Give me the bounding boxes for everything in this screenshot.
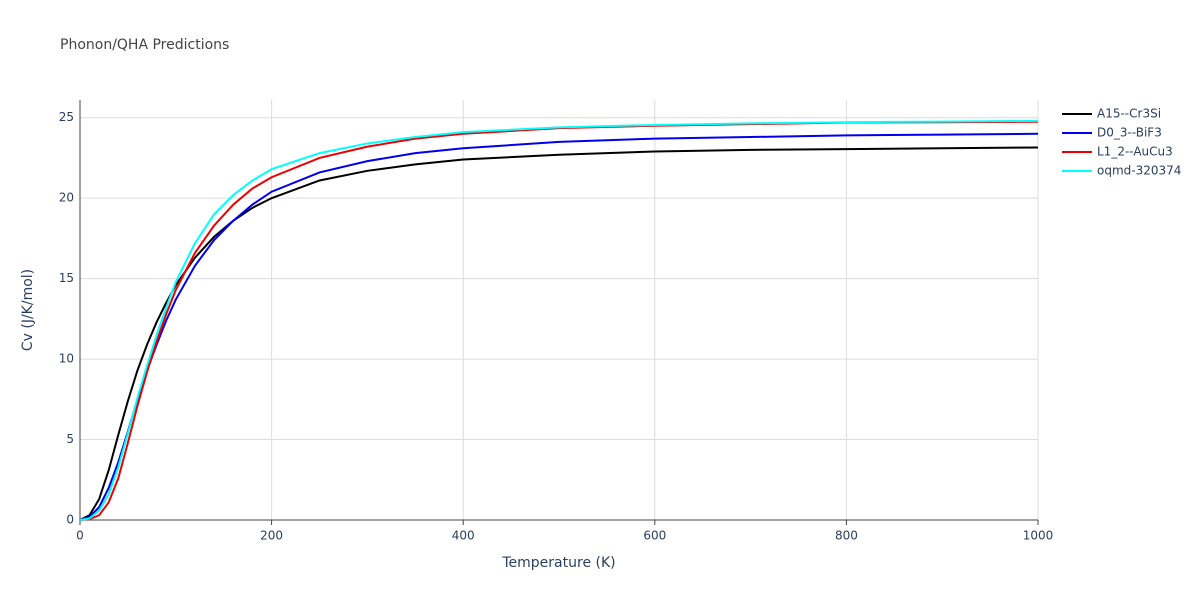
- x-tick-label: 0: [76, 529, 84, 543]
- x-axis-label: Temperature (K): [501, 555, 615, 571]
- legend-label: A15--Cr3Si: [1097, 107, 1161, 121]
- x-tick-label: 200: [260, 529, 283, 543]
- legend-label: D0_3--BiF3: [1097, 126, 1162, 140]
- line: [79, 120, 1039, 521]
- line: [79, 146, 1039, 521]
- y-tick-label: 25: [59, 110, 74, 124]
- line: [79, 132, 1039, 521]
- x-tick-label: 400: [452, 529, 475, 543]
- y-tick-label: 20: [59, 191, 74, 205]
- x-tick-label: 800: [835, 529, 858, 543]
- legend-label: oqmd-320374: [1097, 164, 1181, 178]
- x-tick-label: 600: [643, 529, 666, 543]
- legend-label: L1_2--AuCu3: [1097, 145, 1173, 159]
- line: [79, 119, 1039, 521]
- y-tick-label: 15: [59, 271, 74, 285]
- y-axis-label: Cv (J/K/mol): [20, 269, 36, 351]
- x-tick-label: 1000: [1023, 529, 1054, 543]
- y-tick-label: 10: [59, 352, 74, 366]
- y-tick-label: 5: [66, 432, 74, 446]
- chart-title: Phonon/QHA Predictions: [60, 37, 229, 53]
- y-tick-label: 0: [66, 513, 74, 527]
